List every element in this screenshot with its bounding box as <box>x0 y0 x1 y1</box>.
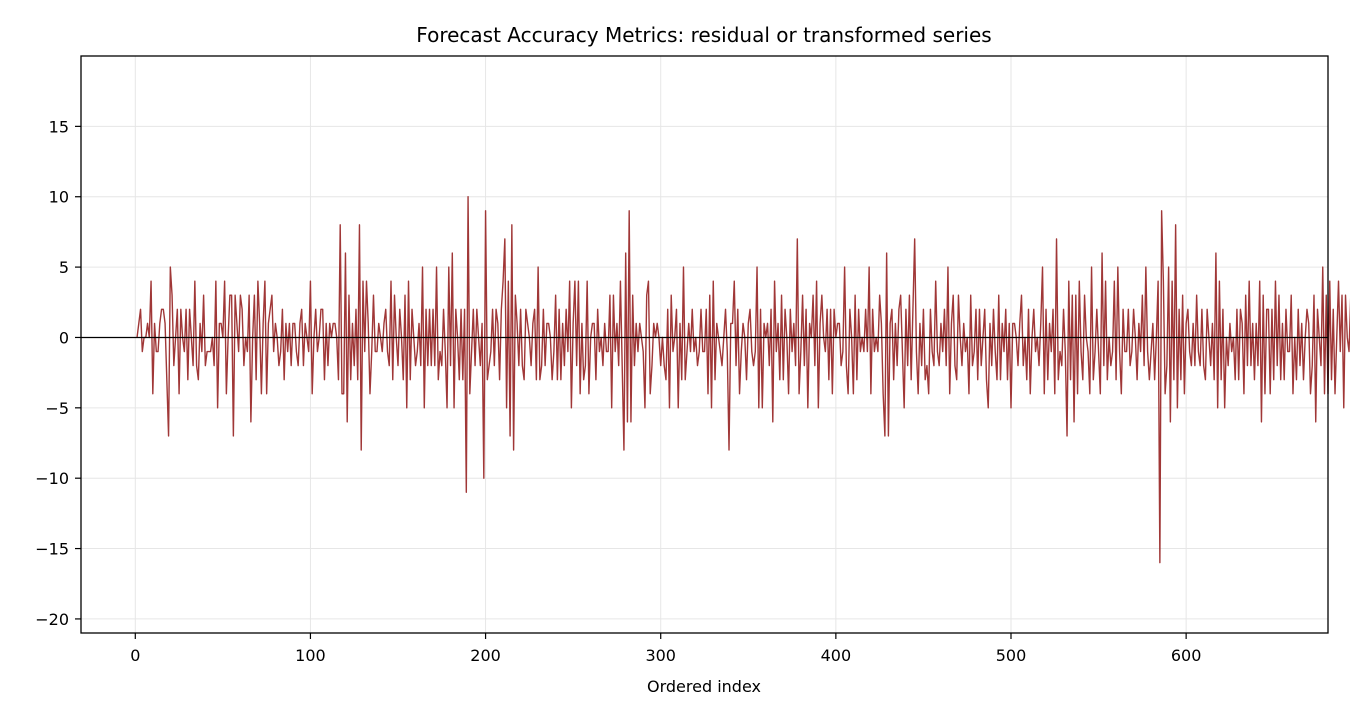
x-tick-label: 300 <box>645 646 676 665</box>
y-tick-label: 0 <box>59 328 69 347</box>
y-axis-ticks: −20 −15 −10 −5 0 5 10 15 <box>35 117 81 629</box>
y-tick-label: −10 <box>35 469 69 488</box>
x-tick-label: 100 <box>295 646 326 665</box>
y-tick-label: −5 <box>45 399 69 418</box>
y-tick-label: 5 <box>59 258 69 277</box>
plot-frame <box>80 55 1329 634</box>
x-axis-label: Ordered index <box>647 677 761 696</box>
x-tick-label: 200 <box>470 646 501 665</box>
x-tick-label: 400 <box>821 646 852 665</box>
chart-title: Forecast Accuracy Metrics: residual or t… <box>416 23 991 47</box>
x-tick-label: 0 <box>130 646 140 665</box>
y-tick-label: −20 <box>35 610 69 629</box>
x-tick-label: 600 <box>1171 646 1202 665</box>
grid-lines <box>81 56 1328 633</box>
x-axis-ticks: 0 100 200 300 400 500 600 <box>130 633 1201 665</box>
y-tick-label: −15 <box>35 540 69 559</box>
y-tick-label: 15 <box>49 117 69 136</box>
x-tick-label: 500 <box>996 646 1027 665</box>
y-tick-label: 10 <box>49 188 69 207</box>
